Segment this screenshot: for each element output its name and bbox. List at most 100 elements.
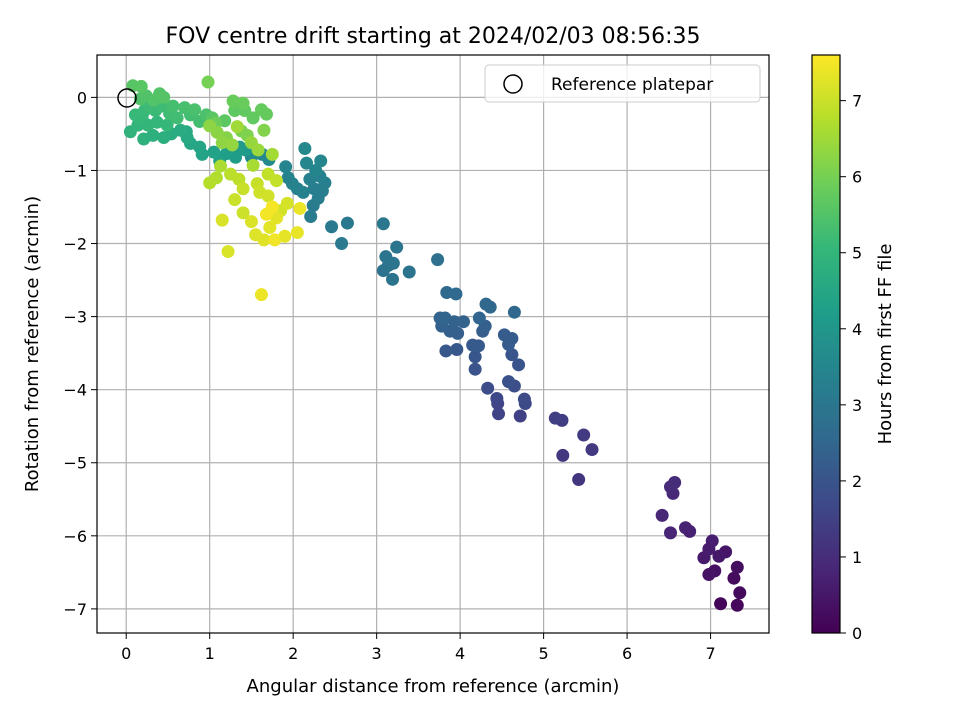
data-point [733,586,747,600]
data-point [655,508,669,522]
y-tick-label: −4 [63,381,87,400]
data-point [714,597,728,611]
x-tick-label: 6 [622,644,632,663]
x-axis-ticks: 0 1 2 3 4 5 6 7 [121,633,716,663]
plot-frame [96,54,770,634]
chart-title: FOV centre drift starting at 2024/02/03 … [166,24,701,49]
data-point [505,348,519,362]
data-point [236,96,250,110]
colorbar: 0 1 2 3 4 5 6 7 Hours from first FF file [811,54,896,643]
data-point [166,99,180,113]
data-point [481,381,495,395]
data-point [439,344,453,358]
y-tick-label: −1 [63,161,87,180]
data-point [702,568,716,582]
data-point [290,226,304,240]
y-tick-label: −2 [63,235,87,254]
data-point [281,171,295,185]
y-tick-label: −3 [63,308,87,327]
data-point [157,131,171,145]
data-point [730,560,744,574]
x-tick-label: 1 [205,644,215,663]
data-point [456,315,470,329]
data-point [712,549,726,563]
data-point [379,250,393,264]
data-point [226,94,240,108]
legend-reference-icon [503,74,523,94]
data-point [203,176,217,190]
data-point [376,217,390,231]
data-point [472,311,486,325]
data-point [300,156,314,170]
data-point [215,213,229,227]
data-point [225,138,239,152]
data-point [269,174,283,188]
data-point [572,473,586,487]
y-tick-label: −5 [63,454,87,473]
data-point [585,443,599,457]
y-tick-label: 0 [77,88,87,107]
y-axis-ticks: 0 −1 −2 −3 −4 −5 −6 −7 [63,88,97,619]
x-tick-label: 7 [705,644,715,663]
data-point [449,287,463,301]
colorbar-gradient [811,54,841,634]
data-point [236,182,250,196]
colorbar-tick-label: 2 [852,472,862,491]
data-point [663,526,677,540]
data-point [705,534,719,548]
data-point [261,189,275,203]
data-point [340,216,354,230]
data-point [548,411,562,425]
data-point [203,119,217,133]
data-point [214,159,228,173]
data-point [207,145,221,159]
colorbar-ticks: 0 1 2 3 4 5 6 7 [840,92,862,643]
colorbar-tick-label: 1 [852,548,862,567]
colorbar-tick-label: 0 [852,624,862,643]
data-point [502,375,516,389]
data-point [254,288,268,302]
data-point [386,272,400,286]
data-point [577,428,591,442]
data-points [123,75,747,612]
data-point [325,220,339,234]
colorbar-label: Hours from first FF file [875,244,896,445]
data-point [513,409,527,423]
data-point [257,233,271,247]
data-point [280,196,294,210]
data-point [236,206,250,220]
data-point [269,211,283,225]
data-point [492,407,506,421]
colorbar-tick-label: 4 [852,320,862,339]
data-point [246,158,260,172]
x-axis-label: Angular distance from reference (arcmin) [247,676,620,697]
data-point [215,136,229,150]
colorbar-tick-label: 6 [852,168,862,187]
data-point [466,338,480,352]
data-point [178,101,192,115]
data-point [431,253,445,267]
x-tick-label: 0 [121,644,131,663]
data-point [134,79,148,93]
x-tick-label: 5 [539,644,549,663]
data-point [201,75,215,89]
reference-marker [117,88,137,108]
data-point [390,240,404,254]
data-point [259,107,273,121]
data-point [251,143,265,157]
data-point [668,475,682,489]
data-point [160,118,174,132]
x-tick-label: 4 [455,644,465,663]
data-point [228,193,242,207]
data-point [490,391,504,405]
data-point [556,448,570,462]
data-point [298,142,312,156]
data-point [150,115,164,129]
colorbar-tick-label: 7 [852,92,862,111]
data-point [483,300,497,314]
data-point [505,332,519,346]
x-tick-label: 2 [288,644,298,663]
y-tick-label: −7 [63,600,87,619]
y-tick-label: −6 [63,527,87,546]
y-axis-label: Rotation from reference (arcmin) [22,196,43,492]
